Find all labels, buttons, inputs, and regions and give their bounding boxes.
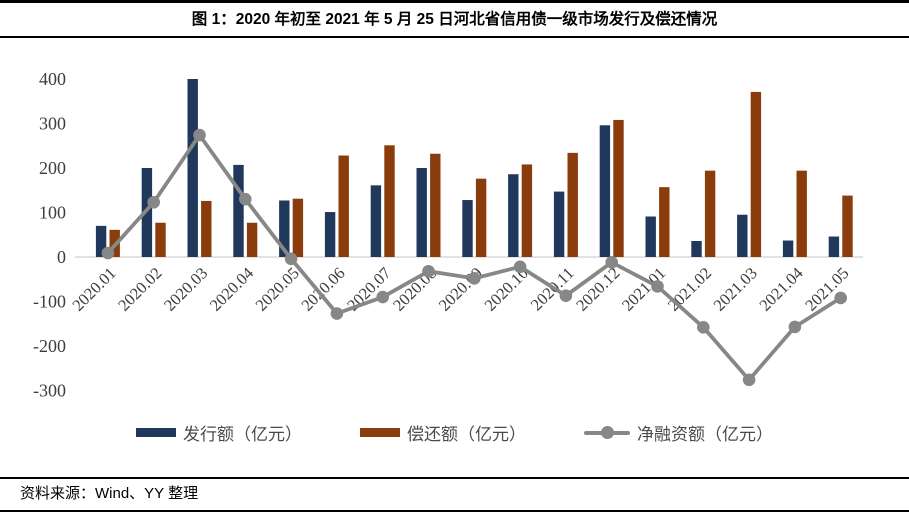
x-tick-label: 2020.02 [114, 263, 165, 314]
bar-issue-2020.10 [508, 174, 519, 257]
bar-repay-2020.08 [430, 153, 441, 257]
x-tick-label: 2021.03 [710, 263, 761, 314]
legend-label-repay: 偿还额（亿元） [407, 425, 526, 444]
x-tick-label: 2020.03 [160, 263, 211, 314]
net-point-2020.11 [559, 289, 573, 303]
bar-issue-2021.01 [645, 216, 656, 257]
bar-repay-2020.03 [201, 200, 212, 257]
net-point-2020.01 [101, 246, 115, 260]
y-tick-label: 200 [39, 158, 66, 178]
bar-repay-2020.12 [613, 119, 624, 257]
bar-issue-2020.08 [416, 168, 427, 257]
y-axis-ticks: 400 300 200 100 0 -100 -200 -300 [33, 69, 66, 401]
bar-issue-2021.03 [737, 214, 748, 257]
x-tick-label: 2021.02 [664, 263, 715, 314]
bar-repay-2020.04 [246, 222, 258, 257]
bar-repay-2020.06 [338, 155, 349, 257]
net-point-2021.02 [697, 321, 710, 334]
bar-issue-2021.02 [691, 240, 702, 257]
source-note: 资料来源：Wind、YY 整理 [0, 477, 909, 512]
x-tick-label: 2020.04 [206, 263, 257, 314]
net-point-2020.08 [422, 264, 435, 278]
y-tick-label: 300 [39, 114, 66, 134]
net-line-swatch-icon [584, 426, 630, 439]
bar-repay-2020.11 [567, 152, 578, 257]
y-tick-label: -100 [33, 292, 66, 312]
bar-repay-2021.02 [704, 170, 716, 257]
y-tick-label: -200 [33, 336, 66, 356]
bar-repay-2020.10 [521, 164, 533, 257]
bar-repay-2020.09 [475, 178, 487, 257]
bar-repay-2020.07 [384, 145, 395, 257]
repay-bar-swatch-icon [360, 428, 400, 437]
x-tick-label: 2020.09 [435, 263, 486, 314]
net-point-2020.03 [193, 128, 206, 142]
net-point-2020.02 [147, 195, 160, 209]
net-point-2020.07 [376, 290, 390, 304]
bar-issue-2020.01 [95, 225, 107, 257]
net-point-2020.05 [284, 252, 298, 266]
legend-item-repay: 偿还额（亿元） [360, 420, 526, 445]
x-tick-label: 2021.04 [755, 263, 806, 314]
issue-bar-swatch-icon [136, 428, 176, 437]
y-tick-label: -300 [33, 381, 66, 401]
bar-repay-2021.04 [796, 170, 807, 257]
bar-issue-2020.09 [462, 200, 473, 257]
legend-label-net: 净融资额（亿元） [637, 425, 773, 444]
chart-legend: 发行额（亿元） 偿还额（亿元） 净融资额（亿元） [0, 420, 909, 445]
net-point-2021.03 [742, 373, 756, 387]
x-tick-label: 2020.06 [297, 263, 348, 314]
legend-item-issue: 发行额（亿元） [136, 420, 302, 445]
legend-label-issue: 发行额（亿元） [183, 425, 302, 444]
net-point-2020.04 [239, 192, 252, 206]
figure-title: 图 1：2020 年初至 2021 年 5 月 25 日河北省信用债一级市场发行… [0, 3, 909, 38]
bar-issue-2020.12 [599, 125, 611, 257]
net-line-series [101, 128, 847, 387]
net-point-2020.10 [513, 260, 527, 274]
bar-issue-2021.05 [828, 236, 840, 257]
bar-repay-2021.03 [750, 91, 762, 257]
bar-issue-2020.05 [279, 200, 290, 257]
y-tick-label: 400 [39, 69, 66, 89]
legend-item-net: 净融资额（亿元） [584, 420, 773, 445]
bar-repay-2020.05 [292, 198, 304, 257]
bar-repay-2021.01 [659, 187, 670, 257]
net-point-2020.12 [605, 256, 618, 269]
bar-repay-2021.05 [842, 195, 853, 257]
bar-issue-2020.04 [233, 164, 244, 257]
net-point-2020.06 [330, 307, 344, 320]
x-tick-label: 2020.01 [68, 263, 119, 314]
x-axis-labels: 2020.012020.022020.032020.042020.052020.… [68, 263, 852, 314]
y-tick-label: 0 [57, 247, 66, 267]
bar-issue-2020.03 [187, 79, 198, 257]
net-point-2021.04 [788, 320, 802, 334]
bar-issue-2021.04 [782, 240, 794, 257]
figure-header: 图 1：2020 年初至 2021 年 5 月 25 日河北省信用债一级市场发行… [0, 0, 909, 38]
bar-issue-2020.07 [370, 185, 382, 257]
net-point-2020.09 [468, 272, 481, 285]
bar-repay-2020.02 [155, 222, 166, 257]
bar-issue-2020.11 [553, 191, 565, 257]
x-tick-label: 2020.05 [252, 263, 303, 314]
bar-issue-2020.06 [324, 212, 336, 257]
net-point-2021.01 [651, 280, 664, 293]
net-point-2021.05 [834, 291, 847, 305]
y-tick-label: 100 [39, 203, 66, 223]
